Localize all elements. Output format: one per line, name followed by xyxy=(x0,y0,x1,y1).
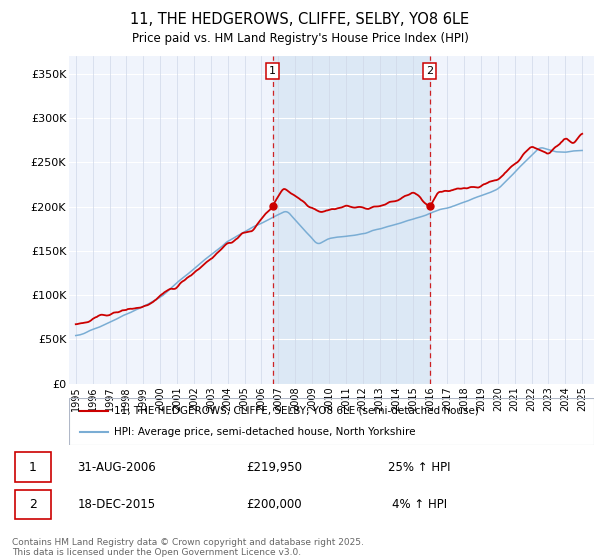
Text: 2: 2 xyxy=(29,498,37,511)
Bar xyxy=(15,490,51,519)
Text: 4% ↑ HPI: 4% ↑ HPI xyxy=(392,498,447,511)
Point xyxy=(76,408,83,414)
Text: 11, THE HEDGEROWS, CLIFFE, SELBY, YO8 6LE: 11, THE HEDGEROWS, CLIFFE, SELBY, YO8 6L… xyxy=(130,12,470,27)
Text: 1: 1 xyxy=(29,460,37,474)
Text: 11, THE HEDGEROWS, CLIFFE, SELBY, YO8 6LE (semi-detached house): 11, THE HEDGEROWS, CLIFFE, SELBY, YO8 6L… xyxy=(113,406,479,416)
Text: 1: 1 xyxy=(269,66,276,76)
Text: 18-DEC-2015: 18-DEC-2015 xyxy=(77,498,156,511)
Text: 25% ↑ HPI: 25% ↑ HPI xyxy=(388,460,451,474)
Point xyxy=(76,428,83,435)
Text: £219,950: £219,950 xyxy=(246,460,302,474)
Text: HPI: Average price, semi-detached house, North Yorkshire: HPI: Average price, semi-detached house,… xyxy=(113,427,415,437)
Text: 31-AUG-2006: 31-AUG-2006 xyxy=(77,460,156,474)
Text: £200,000: £200,000 xyxy=(246,498,302,511)
Bar xyxy=(273,56,430,384)
Text: Price paid vs. HM Land Registry's House Price Index (HPI): Price paid vs. HM Land Registry's House … xyxy=(131,32,469,45)
Bar xyxy=(15,452,51,482)
Text: Contains HM Land Registry data © Crown copyright and database right 2025.
This d: Contains HM Land Registry data © Crown c… xyxy=(12,538,364,557)
Point xyxy=(105,428,112,435)
Text: 2: 2 xyxy=(426,66,433,76)
Point xyxy=(105,408,112,414)
